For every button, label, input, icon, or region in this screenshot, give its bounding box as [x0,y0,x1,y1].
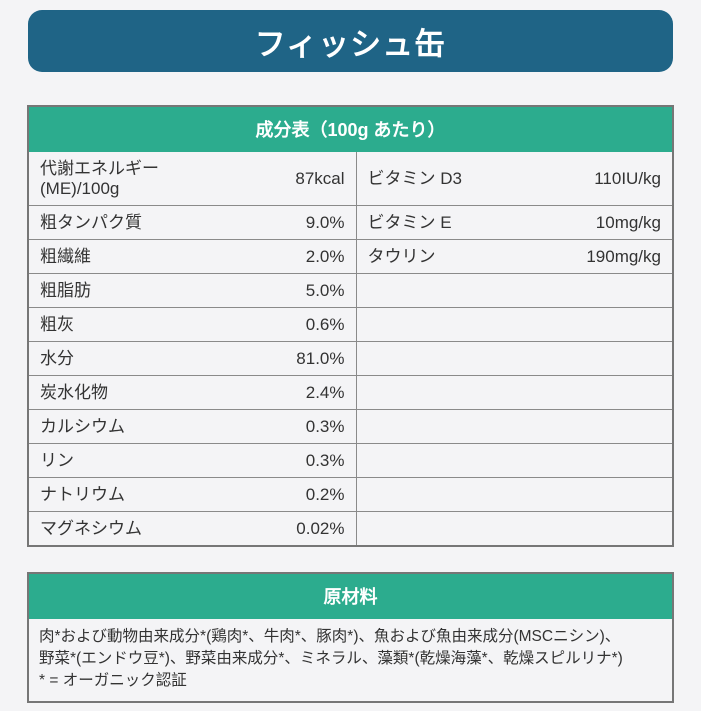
nutrient-value: 2.4% [229,375,356,410]
nutrient-label: ナトリウム [29,477,229,512]
nutrient-label: 粗繊維 [29,239,229,274]
nutrient-value: 0.02% [229,511,356,545]
ingredients-panel-header: 原材料 [29,574,672,619]
nutrient-value [524,341,672,376]
nutrient-label: 炭水化物 [29,375,229,410]
nutrient-label [355,443,524,478]
nutrient-label: リン [29,443,229,478]
table-row: 粗繊維 2.0% タウリン 190mg/kg [29,239,672,274]
nutrient-label [355,307,524,342]
nutrient-label [355,341,524,376]
nutrient-value [524,307,672,342]
nutrient-value: 10mg/kg [524,205,672,240]
ingredients-panel: 原材料 肉*および動物由来成分*(鶏肉*、牛肉*、豚肉*)、魚および魚由来成分(… [27,572,674,703]
nutrient-value: 2.0% [229,239,356,274]
ingredients-line: 肉*および動物由来成分*(鶏肉*、牛肉*、豚肉*)、魚および魚由来成分(MSCニ… [39,628,621,645]
nutrient-label: ビタミン D3 [355,152,524,206]
nutrient-value [524,375,672,410]
table-row: 代謝エネルギー (ME)/100g 87kcal ビタミン D3 110IU/k… [29,152,672,206]
nutrient-label: 代謝エネルギー (ME)/100g [40,159,159,198]
nutrient-label [355,273,524,308]
composition-panel: 成分表（100g あたり） 代謝エネルギー (ME)/100g 87kcal ビ… [27,105,674,547]
nutrient-value: 190mg/kg [524,239,672,274]
table-row: 粗タンパク質 9.0% ビタミン E 10mg/kg [29,205,672,240]
nutrient-value: 87kcal [295,169,345,188]
table-row: リン 0.3% [29,443,672,478]
nutrient-value: 0.6% [229,307,356,342]
organic-note: * = オーガニック認証 [39,672,187,689]
table-row: 粗脂肪 5.0% [29,273,672,308]
nutrient-label: 粗灰 [29,307,229,342]
nutrient-label [355,409,524,444]
nutrient-label [355,375,524,410]
table-row: 炭水化物 2.4% [29,375,672,410]
nutrient-label: タウリン [355,239,524,274]
nutrient-value: 81.0% [229,341,356,376]
table-row: カルシウム 0.3% [29,409,672,444]
nutrient-value [524,477,672,512]
nutrient-value: 0.3% [229,443,356,478]
composition-table: 代謝エネルギー (ME)/100g 87kcal ビタミン D3 110IU/k… [29,152,672,545]
nutrient-label: 水分 [29,341,229,376]
nutrient-value [524,511,672,545]
nutrient-value: 110IU/kg [594,169,661,188]
table-row: ナトリウム 0.2% [29,477,672,512]
nutrient-value [524,409,672,444]
nutrient-value: 5.0% [229,273,356,308]
nutrient-value [524,443,672,478]
nutrient-label: ビタミン E [355,205,524,240]
nutrient-value: 0.2% [229,477,356,512]
nutrient-value: 9.0% [229,205,356,240]
nutrient-label [355,477,524,512]
nutrient-value [524,273,672,308]
ingredients-text: 肉*および動物由来成分*(鶏肉*、牛肉*、豚肉*)、魚および魚由来成分(MSCニ… [29,619,672,701]
nutrient-value: 0.3% [229,409,356,444]
nutrient-label: 粗タンパク質 [29,205,229,240]
nutrient-label: 粗脂肪 [29,273,229,308]
composition-panel-header: 成分表（100g あたり） [29,107,672,152]
table-row: 粗灰 0.6% [29,307,672,342]
ingredients-line: 野菜*(エンドウ豆*)、野菜由来成分*、ミネラル、藻類*(乾燥海藻*、乾燥スピル… [39,650,623,667]
nutrient-label: カルシウム [29,409,229,444]
page-title-banner: フィッシュ缶 [28,10,673,72]
nutrient-label: マグネシウム [29,511,229,545]
table-row: 水分 81.0% [29,341,672,376]
nutrient-label [355,511,524,545]
table-row: マグネシウム 0.02% [29,511,672,545]
page-title: フィッシュ缶 [254,26,447,62]
